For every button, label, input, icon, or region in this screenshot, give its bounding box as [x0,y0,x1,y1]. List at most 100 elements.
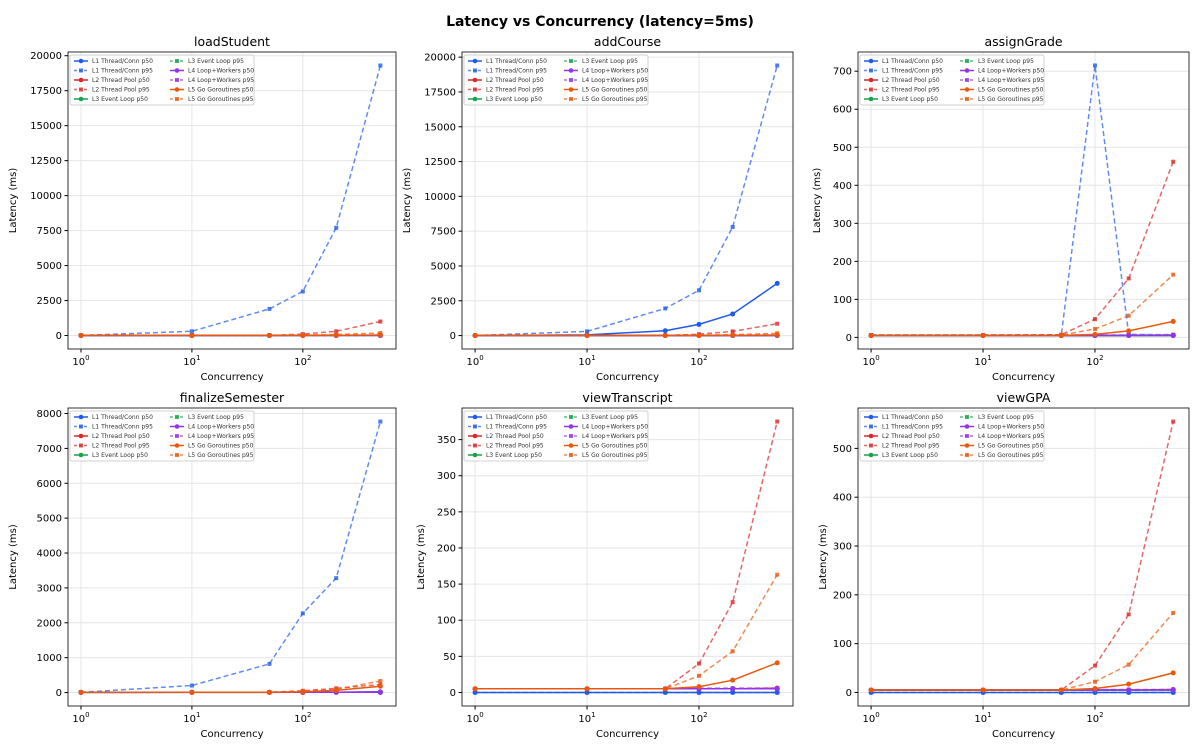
data-point [696,661,701,666]
x-tick-label: 102 [690,354,707,368]
data-point [1092,63,1097,68]
series-line-3 [475,421,778,690]
legend-marker [79,87,83,92]
y-tick-label: 500 [833,143,852,154]
data-point [473,333,478,338]
legend-marker [965,97,969,101]
legend-marker [175,97,179,101]
data-point [663,686,668,691]
legend-label: L2 Thread Pool p95 [486,87,544,94]
subplot-title: addCourse [594,34,661,49]
series-line-8 [871,320,1174,337]
legend: L1 Thread/Conn p50 L1 Thread/Conn p95 L2 T… [69,410,255,462]
subplot-title: finalizeSemester [180,390,285,405]
legend-label: L2 Thread Pool p95 [882,443,940,450]
data-point [189,333,194,338]
y-tick-label: 300 [833,219,852,230]
data-point [696,684,702,690]
x-axis-label: Concurrency [596,372,659,383]
data-point [300,689,305,694]
data-point [378,690,383,695]
legend: L1 Thread/Conn p50 L1 Thread/Conn p95 L2 T… [463,410,649,462]
y-axis-label: Latency (ms) [402,168,413,234]
legend-label: L2 Thread Pool p95 [486,443,544,450]
legend-marker [869,424,873,429]
data-point [1092,331,1098,337]
data-point [663,333,668,338]
data-point [267,333,272,338]
x-tick-label: 100 [466,354,483,368]
legend-label: L5 Go Goroutines p95 [582,96,648,103]
series-line-8 [475,662,778,690]
legend-marker [569,453,573,457]
data-point [1126,328,1132,334]
data-point [1171,419,1176,424]
data-point [696,690,701,695]
series-line-7 [871,688,1174,691]
y-tick-label: 200 [833,257,852,268]
y-tick-label: 400 [833,493,852,504]
legend-label: L3 Event Loop p95 [188,414,244,421]
data-point [378,419,383,424]
axes-frame [857,51,1190,350]
x-tick-label: 102 [1086,711,1103,725]
y-tick-label: 300 [437,471,456,482]
y-tick-label: 0 [56,331,62,342]
axes-frame [461,51,794,350]
subplot-viewGPA: 0 100 200 300 400 500 100 101 102 viewGPA Concurre… [818,390,1190,740]
data-point [1092,327,1097,332]
y-axis-label: Latency (ms) [8,168,19,234]
legend-marker [964,443,970,448]
legend-label: L4 Loop+Workers p50 [582,68,648,75]
x-tick-label: 101 [578,354,595,368]
legend-marker [174,87,180,92]
series-line-9 [81,680,381,694]
data-point [1126,681,1132,687]
data-point [775,331,780,336]
legend-marker [174,424,180,429]
legend-label: L4 Loop+Workers p95 [188,77,254,84]
y-tick-label: 17500 [424,87,456,98]
x-tick-label: 102 [294,711,311,725]
y-tick-label: 7500 [37,226,62,237]
y-tick-label: 150 [437,580,456,591]
legend-marker [78,77,84,83]
legend: L1 Thread/Conn p50 L1 Thread/Conn p95 L2 T… [859,54,1045,106]
legend-label: L3 Event Loop p50 [486,96,542,103]
data-point [300,289,305,294]
series-line-9 [475,574,778,690]
x-tick-label: 101 [974,354,991,368]
data-point [775,690,780,695]
y-tick-label: 400 [833,181,852,192]
data-point [981,688,986,693]
data-point [189,683,194,688]
x-tick-label: 101 [974,711,991,725]
legend-label: L3 Event Loop p95 [188,58,244,65]
data-point [730,649,735,654]
legend: L1 Thread/Conn p50 L1 Thread/Conn p95 L2 T… [463,54,649,106]
data-point [1171,333,1176,338]
legend-label: L1 Thread/Conn p50 [92,58,153,65]
legend-label: L5 Go Goroutines p95 [978,96,1044,103]
x-tick-label: 100 [862,711,879,725]
x-tick-label: 100 [466,711,483,725]
x-tick-label: 101 [578,711,595,725]
x-tick-label: 101 [183,354,200,368]
legend-label: L2 Thread Pool p50 [92,433,150,440]
legend-marker [569,415,573,419]
data-point [1126,687,1131,692]
data-point [663,690,668,695]
legend-marker [868,433,874,439]
data-point [869,688,874,693]
legend-marker [869,443,873,448]
data-point [981,333,986,338]
data-point [774,280,780,286]
data-point [775,572,780,577]
legend-label: L5 Go Goroutines p50 [582,87,648,94]
legend-marker [868,414,874,420]
subplot-title: viewTranscript [582,390,672,405]
y-tick-label: 0 [56,688,62,699]
data-point [696,321,702,327]
y-tick-label: 20000 [30,51,62,62]
